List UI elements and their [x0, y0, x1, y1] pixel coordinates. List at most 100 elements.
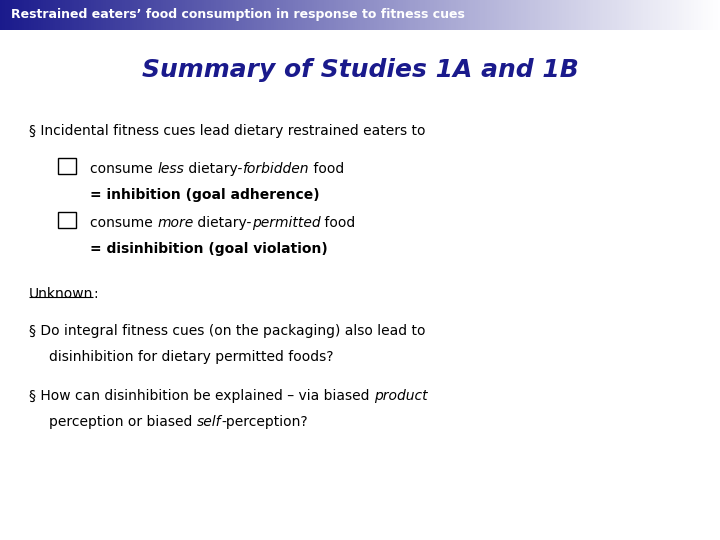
Bar	[593, 0, 596, 30]
Bar	[14, 0, 17, 30]
Bar	[533, 0, 536, 30]
Bar	[634, 0, 636, 30]
Bar	[106, 0, 109, 30]
Bar	[362, 0, 366, 30]
Text: self: self	[197, 415, 221, 429]
Text: § Do integral fitness cues (on the packaging) also lead to: § Do integral fitness cues (on the packa…	[29, 324, 426, 338]
Bar	[120, 0, 123, 30]
Bar	[348, 0, 351, 30]
Bar	[603, 0, 606, 30]
Bar	[22, 0, 24, 30]
Bar	[65, 0, 68, 30]
Bar	[194, 0, 197, 30]
Bar	[223, 0, 226, 30]
Bar	[391, 0, 395, 30]
Bar	[343, 0, 346, 30]
Bar	[305, 0, 308, 30]
Bar	[84, 0, 87, 30]
Bar	[689, 0, 692, 30]
Bar	[662, 0, 665, 30]
Bar	[468, 0, 471, 30]
Bar	[86, 0, 89, 30]
Bar	[372, 0, 375, 30]
Bar	[377, 0, 380, 30]
Bar	[518, 0, 521, 30]
Bar	[288, 0, 291, 30]
Text: forbidden: forbidden	[243, 162, 309, 176]
Bar	[315, 0, 318, 30]
Bar	[398, 0, 402, 30]
Bar	[650, 0, 654, 30]
Bar	[149, 0, 152, 30]
Bar	[173, 0, 176, 30]
Bar	[617, 0, 620, 30]
Bar	[189, 0, 193, 30]
Text: product: product	[374, 389, 427, 403]
Bar	[454, 0, 456, 30]
Bar	[91, 0, 94, 30]
Bar	[45, 0, 49, 30]
Bar	[319, 0, 323, 30]
Bar	[331, 0, 334, 30]
Bar	[459, 0, 462, 30]
Bar	[207, 0, 210, 30]
Bar	[221, 0, 224, 30]
Bar	[72, 0, 75, 30]
Bar	[146, 0, 150, 30]
Bar	[225, 0, 229, 30]
Bar	[703, 0, 706, 30]
Text: disinhibition for dietary permitted foods?: disinhibition for dietary permitted food…	[49, 350, 333, 364]
Bar	[310, 0, 312, 30]
Bar	[619, 0, 622, 30]
Bar	[567, 0, 570, 30]
Bar	[230, 0, 233, 30]
Bar	[156, 0, 159, 30]
Bar	[576, 0, 579, 30]
Text: § Incidental fitness cues lead dietary restrained eaters to: § Incidental fitness cues lead dietary r…	[29, 124, 426, 138]
Bar	[269, 0, 272, 30]
Bar	[240, 0, 243, 30]
Bar	[540, 0, 543, 30]
Bar	[216, 0, 219, 30]
Text: less: less	[157, 162, 184, 176]
Bar	[477, 0, 481, 30]
Bar	[135, 0, 138, 30]
Bar	[341, 0, 344, 30]
Bar	[307, 0, 310, 30]
Bar	[108, 0, 111, 30]
Bar	[545, 0, 548, 30]
Bar	[614, 0, 618, 30]
Bar	[43, 0, 46, 30]
Bar	[34, 0, 37, 30]
Text: permitted: permitted	[252, 216, 320, 230]
Bar	[211, 0, 215, 30]
Bar	[571, 0, 575, 30]
Bar	[547, 0, 550, 30]
Bar	[182, 0, 186, 30]
Bar	[175, 0, 179, 30]
Bar	[646, 0, 649, 30]
Bar	[245, 0, 248, 30]
Bar	[511, 0, 514, 30]
Bar	[441, 0, 445, 30]
Bar	[682, 0, 685, 30]
Bar	[581, 0, 584, 30]
Bar	[360, 0, 363, 30]
Bar	[490, 0, 492, 30]
Bar	[346, 0, 348, 30]
Bar	[554, 0, 557, 30]
Bar	[214, 0, 217, 30]
Bar	[495, 0, 498, 30]
Bar	[281, 0, 284, 30]
Bar	[715, 0, 719, 30]
Bar	[466, 0, 469, 30]
Bar	[70, 0, 73, 30]
Bar	[58, 0, 60, 30]
Bar	[684, 0, 687, 30]
Bar	[641, 0, 644, 30]
Bar	[81, 0, 85, 30]
Bar	[329, 0, 332, 30]
Bar	[279, 0, 282, 30]
Bar	[542, 0, 546, 30]
Text: dietary-: dietary-	[184, 162, 243, 176]
